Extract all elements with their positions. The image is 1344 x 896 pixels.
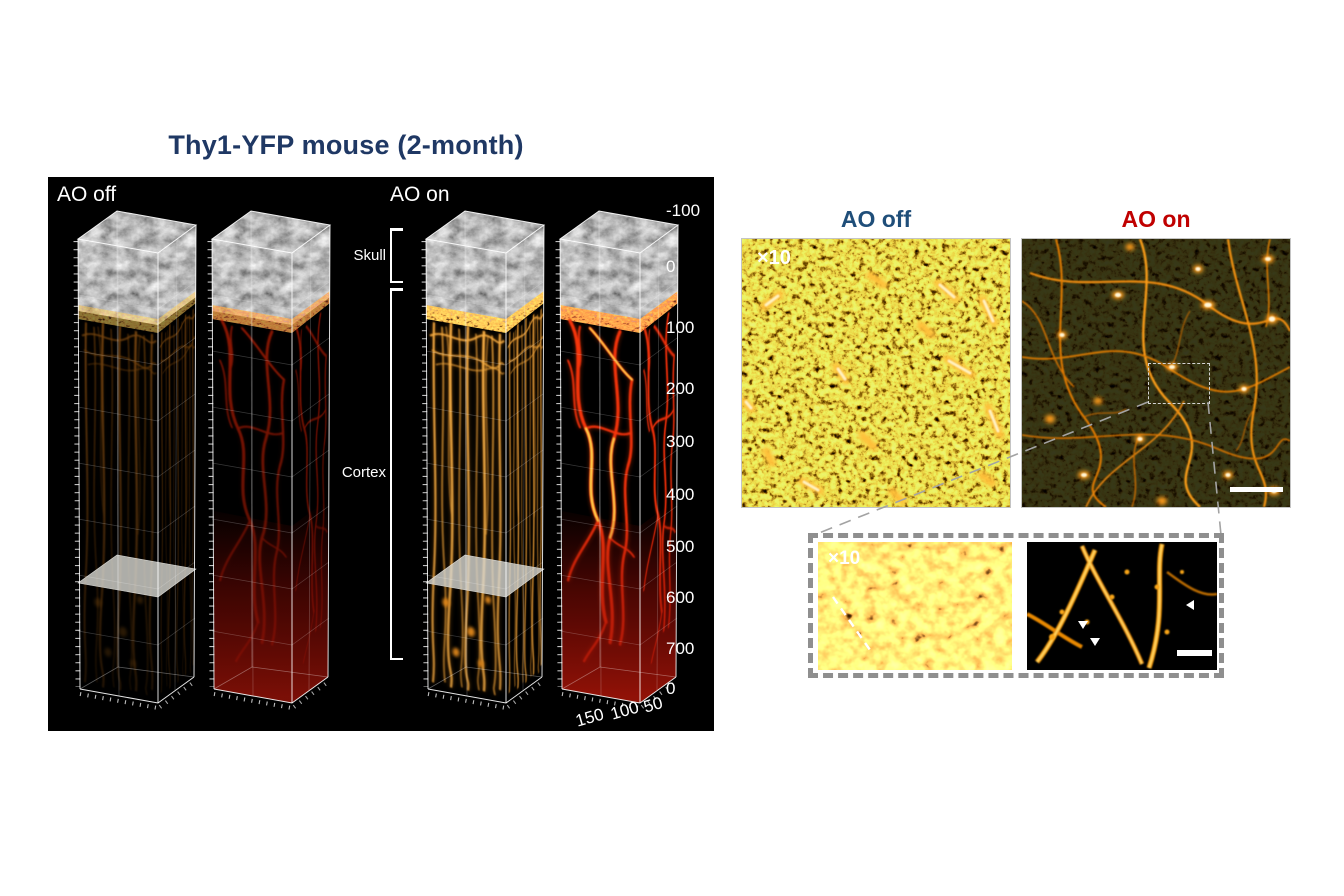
volume-ao-off-label: AO off (57, 183, 117, 206)
inset-image-ao-off (818, 542, 1012, 670)
skull-label: Skull (353, 247, 386, 264)
magnification-label: ×10 (757, 247, 791, 269)
inset-connector-lines (813, 401, 1222, 536)
figure-title: Thy1-YFP mouse (2-month) (168, 130, 524, 160)
depth-axis-tick: 0 (666, 257, 676, 276)
depth-axis-tick: 200 (666, 379, 695, 398)
volume-column-ao-off-neurons (72, 181, 202, 711)
depth-axis-tick: -100 (666, 201, 701, 220)
spine-arrowhead-icon (1078, 600, 1194, 646)
scale-bar (1230, 487, 1283, 492)
depth-axis-tick: 400 (666, 485, 695, 504)
depth-axis-tick: 700 (666, 639, 695, 658)
depth-axis-tick: 500 (666, 537, 695, 556)
zoom-image-ao-on (1022, 239, 1290, 507)
linecut-dashed-line (832, 596, 871, 651)
inset-box: ×10 (808, 533, 1224, 678)
depth-axis-tick: 100 (666, 318, 695, 337)
skull-bracket (390, 228, 403, 283)
scale-bar (1177, 650, 1212, 656)
volume-column-ao-off-vessels (206, 181, 336, 711)
zoom-ao-off-label: AO off (840, 206, 912, 232)
zoom-ao-on-label: AO on (1121, 206, 1191, 232)
volume-ao-on-label: AO on (390, 183, 450, 206)
inset-image-ao-on (1027, 542, 1217, 670)
cortex-bracket (390, 288, 403, 660)
volume-column-ao-on-vessels (554, 181, 684, 711)
depth-axis-tick: 0 (666, 679, 676, 698)
depth-axis-tick: 300 (666, 432, 695, 451)
volume-column-ao-on-neurons (420, 181, 550, 711)
depth-axis-tick: 600 (666, 588, 695, 607)
volume-panel: AO off AO on Skull Cortex -100 0 100 200… (48, 177, 714, 731)
roi-box (1148, 363, 1210, 404)
inset-magnification-label: ×10 (828, 548, 861, 569)
zoom-image-ao-off (742, 239, 1010, 507)
cortex-label: Cortex (341, 464, 386, 481)
